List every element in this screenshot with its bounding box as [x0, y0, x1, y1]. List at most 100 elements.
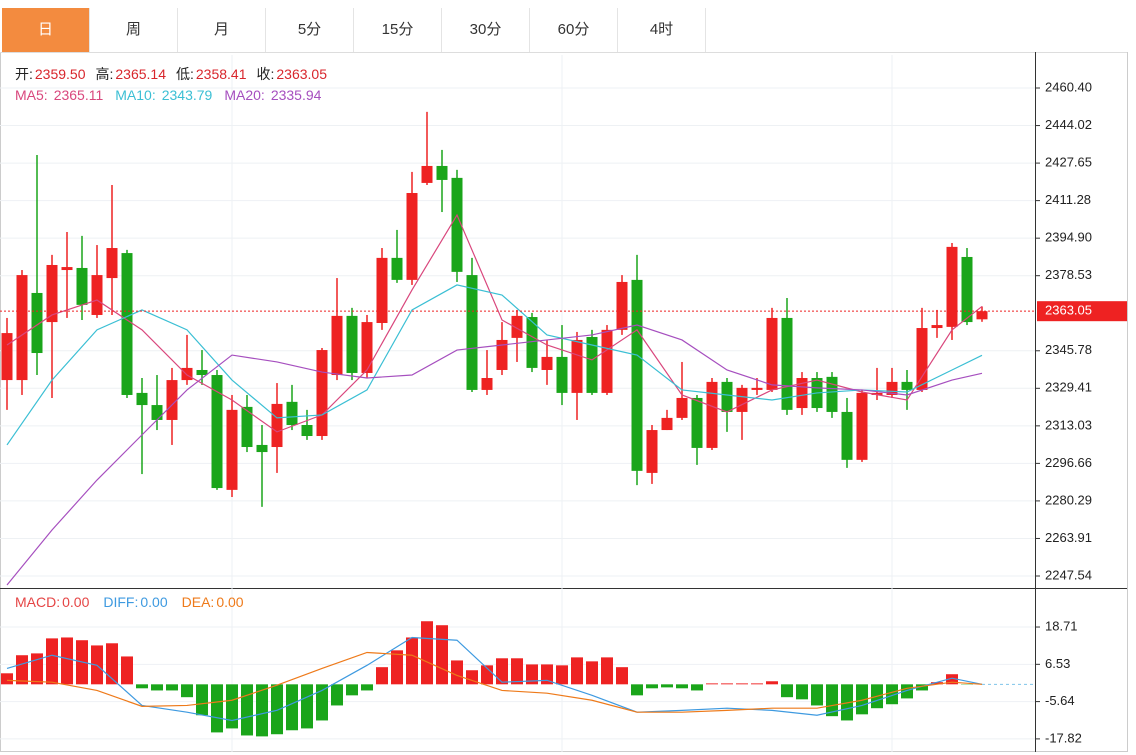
- legend-label: 低:: [176, 66, 194, 82]
- candle-body: [406, 193, 418, 280]
- macd-bar: [331, 684, 343, 706]
- candle-body: [166, 380, 178, 420]
- macd-bar: [526, 664, 538, 685]
- macd-bar: [661, 684, 673, 688]
- y-tick-label: -17.82: [1045, 730, 1082, 745]
- candle-body: [541, 356, 553, 370]
- legend-value: 2359.50: [34, 66, 86, 82]
- legend-name: DEA:: [181, 594, 215, 610]
- macd-bar: [676, 684, 688, 689]
- candle-body: [346, 315, 358, 373]
- macd-bar: [511, 658, 523, 685]
- y-tick-label: 2427.65: [1045, 155, 1092, 170]
- macd-bar: [241, 684, 253, 736]
- candle-body: [481, 378, 493, 390]
- macd-bar: [856, 684, 868, 715]
- ohlc-legend: 开: 2359.50 高: 2365.14 低: 2358.41 收: 2363.05: [15, 64, 337, 84]
- candle-body: [631, 279, 643, 471]
- candle-body: [496, 339, 508, 370]
- macd-bar: [271, 684, 283, 735]
- candle-body: [676, 397, 688, 418]
- candle-body: [661, 417, 673, 431]
- tab[interactable]: 月: [178, 8, 266, 52]
- candle-body: [391, 257, 403, 280]
- legend-label: 收:: [256, 66, 275, 82]
- tab[interactable]: 4时: [618, 8, 706, 52]
- candle-body: [721, 381, 733, 412]
- macd-bar: [1, 673, 13, 685]
- candle-body: [961, 256, 973, 323]
- macd-bar: [586, 661, 598, 685]
- candle-body: [706, 381, 718, 448]
- y-tick-label: 18.71: [1045, 618, 1078, 633]
- y-tick-label: 2378.53: [1045, 267, 1092, 282]
- tab[interactable]: 周: [90, 8, 178, 52]
- candle-body: [211, 375, 223, 489]
- candle-body: [466, 275, 478, 390]
- tab[interactable]: 15分: [354, 8, 442, 52]
- macd-bar: [61, 637, 73, 685]
- candle-body: [751, 387, 763, 390]
- candle-body: [16, 275, 28, 381]
- candle-body: [331, 315, 343, 376]
- macd-bar: [346, 684, 358, 696]
- macd-bar: [256, 684, 268, 737]
- candle-body: [601, 329, 613, 393]
- macd-bar: [466, 670, 478, 685]
- candle-body: [361, 322, 373, 373]
- candle-body: [526, 317, 538, 368]
- candle-body: [616, 281, 628, 330]
- candle-body: [376, 257, 388, 323]
- y-tick-label: 2444.02: [1045, 117, 1092, 132]
- macd-bar: [556, 665, 568, 685]
- y-tick-label: 2280.29: [1045, 492, 1092, 507]
- candle-body: [136, 392, 148, 406]
- indicator-line: [6, 324, 983, 586]
- indicator-line: [6, 213, 983, 433]
- macd-bar: [151, 684, 163, 691]
- y-tick-label: 2313.03: [1045, 417, 1092, 432]
- macd-bar: [31, 653, 43, 685]
- macd-bar: [421, 621, 433, 685]
- tab[interactable]: 30分: [442, 8, 530, 52]
- macd-bar: [946, 674, 958, 685]
- macd-bar: [286, 684, 298, 731]
- tab[interactable]: 日: [2, 8, 90, 52]
- candle-body: [256, 444, 268, 453]
- candle-body: [871, 392, 883, 395]
- legend-value: 0.00: [62, 594, 90, 610]
- candle-body: [556, 356, 568, 393]
- candle-body: [46, 264, 58, 323]
- macd-bar: [226, 684, 238, 729]
- macd-bar: [301, 684, 313, 729]
- candle-body: [841, 411, 853, 460]
- y-tick-label: 2345.78: [1045, 342, 1092, 357]
- macd-bar: [781, 684, 793, 698]
- y-tick-label: 2247.54: [1045, 567, 1092, 582]
- tab[interactable]: 5分: [266, 8, 354, 52]
- macd-bar: [736, 683, 748, 685]
- y-tick-label: 2411.28: [1045, 192, 1091, 207]
- legend-name: MA10:: [115, 87, 156, 103]
- candle-body: [886, 381, 898, 395]
- macd-bar: [211, 684, 223, 733]
- candle-body: [976, 311, 988, 320]
- tab[interactable]: 60分: [530, 8, 618, 52]
- candle-body: [511, 315, 523, 338]
- macd-bar: [106, 643, 118, 685]
- candle-body: [316, 350, 328, 437]
- candle-body: [826, 376, 838, 412]
- candle-body: [916, 328, 928, 390]
- macd-bar: [916, 684, 928, 691]
- macd-bar: [811, 684, 823, 706]
- macd-bar: [451, 660, 463, 685]
- macd-bar: [16, 655, 28, 685]
- macd-bar: [436, 625, 448, 685]
- candle-body: [796, 378, 808, 409]
- candle-body: [436, 165, 448, 180]
- indicator-line: [6, 636, 983, 722]
- macd-bar: [751, 683, 763, 685]
- legend-name: MACD:: [15, 594, 61, 610]
- candle-body: [76, 267, 88, 305]
- macd-bar: [721, 683, 733, 685]
